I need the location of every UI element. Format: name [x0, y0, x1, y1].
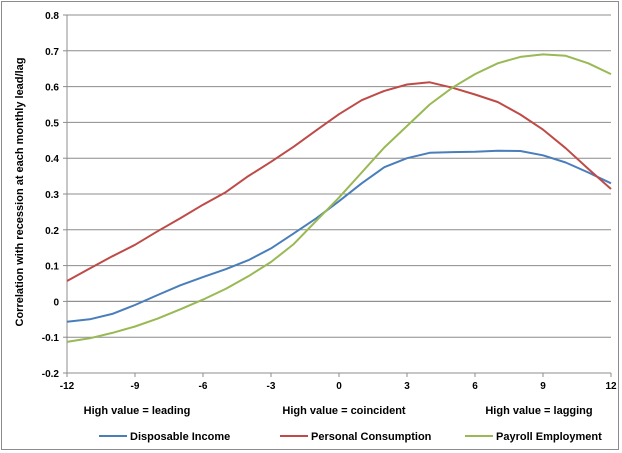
y-tick-label: -0.2	[42, 369, 60, 380]
annotation: High value = coincident	[282, 405, 406, 417]
x-tick-label: -6	[199, 381, 208, 392]
y-tick-label: 0.2	[45, 226, 59, 237]
legend-label: Payroll Employment	[496, 431, 602, 443]
y-tick-label: 0.7	[45, 47, 59, 58]
y-axis-label: Correlation with recession at each month…	[14, 58, 26, 327]
annotation: High value = leading	[84, 405, 191, 417]
grid-lines	[67, 14, 611, 374]
series-line-disposable-income	[66, 149, 612, 323]
x-tick-label: 6	[472, 381, 478, 392]
y-tick-label: 0	[53, 297, 59, 308]
y-tick-label: 0.5	[45, 118, 59, 129]
y-tick-label: 0.8	[45, 11, 59, 22]
x-tick-label: -9	[131, 381, 140, 392]
x-tick-label: 3	[404, 381, 410, 392]
annotations: High value = leading High value = coincid…	[84, 405, 593, 417]
x-tick-labels: -12 -9 -6 -3 0 3 6 9 12	[60, 381, 617, 392]
x-tick-label: 9	[540, 381, 546, 392]
y-tick-label: 0.4	[45, 154, 59, 165]
series-line-payroll-employment	[66, 53, 612, 343]
x-tick-label: -12	[60, 381, 75, 392]
series-lines	[66, 53, 612, 343]
x-tick-label: -3	[267, 381, 276, 392]
legend-label: Disposable Income	[130, 431, 230, 443]
y-tick-label: 0.1	[45, 262, 59, 273]
x-tick-label: 0	[336, 381, 342, 392]
legend: Disposable Income Personal Consumption Pay…	[99, 431, 602, 443]
y-tick-label: 0.6	[45, 83, 59, 94]
annotation: High value = lagging	[485, 405, 592, 417]
axes	[63, 14, 612, 377]
y-tick-label: 0.3	[45, 190, 59, 201]
x-tick-label: 12	[605, 381, 617, 392]
y-tick-label: -0.1	[42, 333, 60, 344]
series-line-personal-consumption	[66, 81, 612, 282]
legend-label: Personal Consumption	[311, 431, 432, 443]
y-tick-labels: -0.2 -0.1 0 0.1 0.2 0.3 0.4 0.5 0.6 0.7 0.8	[42, 11, 60, 380]
